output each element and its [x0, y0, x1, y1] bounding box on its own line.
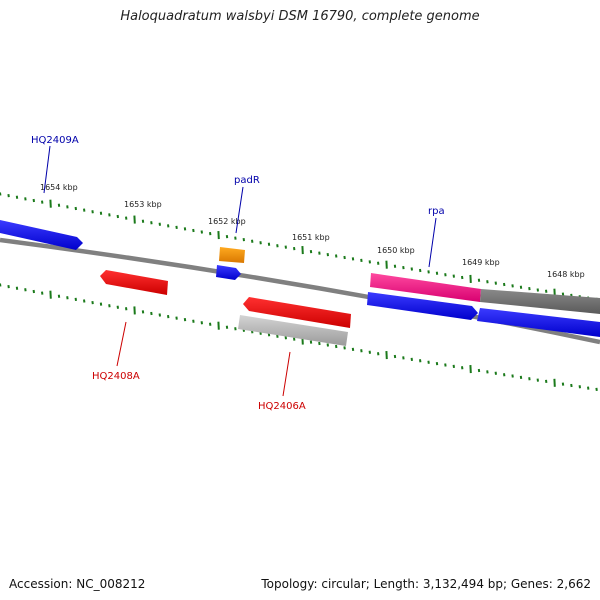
orf-padr-orange[interactable]: [219, 247, 245, 263]
scale-label: 1650 kbp: [377, 246, 415, 255]
leader-padr: [235, 186, 244, 234]
gene-hq2408a[interactable]: [100, 270, 168, 295]
scale-label: 1648 kbp: [547, 270, 585, 279]
gene-label: rpa: [428, 206, 445, 217]
gene-label: HQ2409A: [31, 135, 79, 146]
gene-hq2406a[interactable]: [243, 297, 351, 328]
gene-hq2409a[interactable]: [0, 220, 83, 250]
gene-rpa[interactable]: [367, 292, 478, 320]
gene-labels: HQ2409A padR rpa HQ2408A HQ2406A: [31, 135, 445, 412]
leader-hq2408a: [116, 321, 127, 367]
leader-hq2409a: [43, 145, 51, 194]
feature-rpa-pink[interactable]: [370, 273, 481, 302]
scale-label: 1653 kbp: [124, 200, 162, 209]
leader-hq2406a: [282, 351, 291, 397]
gene-label: padR: [234, 175, 260, 186]
inner-tick-ring: [0, 283, 598, 392]
scale-label: 1654 kbp: [40, 183, 78, 192]
feature-gray-right[interactable]: [480, 289, 600, 314]
genome-summary: Topology: circular; Length: 3,132,494 bp…: [261, 577, 591, 591]
gene-padr[interactable]: [216, 265, 241, 280]
gene-blue-right[interactable]: [477, 308, 600, 337]
reverse-strand-features: [100, 270, 351, 346]
scale-label: 1649 kbp: [462, 258, 500, 267]
label-leaders: [43, 145, 437, 397]
genome-title: Haloquadratum walsbyi DSM 16790, complet…: [120, 9, 480, 24]
scale-labels: 1654 kbp 1653 kbp 1652 kbp 1651 kbp 1650…: [40, 183, 585, 279]
scale-label: 1652 kbp: [208, 217, 246, 226]
leader-rpa: [428, 217, 437, 268]
scale-label: 1651 kbp: [292, 233, 330, 242]
forward-strand-features: [0, 220, 600, 337]
feature-light-gray[interactable]: [238, 315, 348, 346]
gene-label: HQ2406A: [258, 401, 306, 412]
accession-label: Accession: NC_008212: [9, 577, 146, 591]
gene-label: HQ2408A: [92, 371, 140, 382]
